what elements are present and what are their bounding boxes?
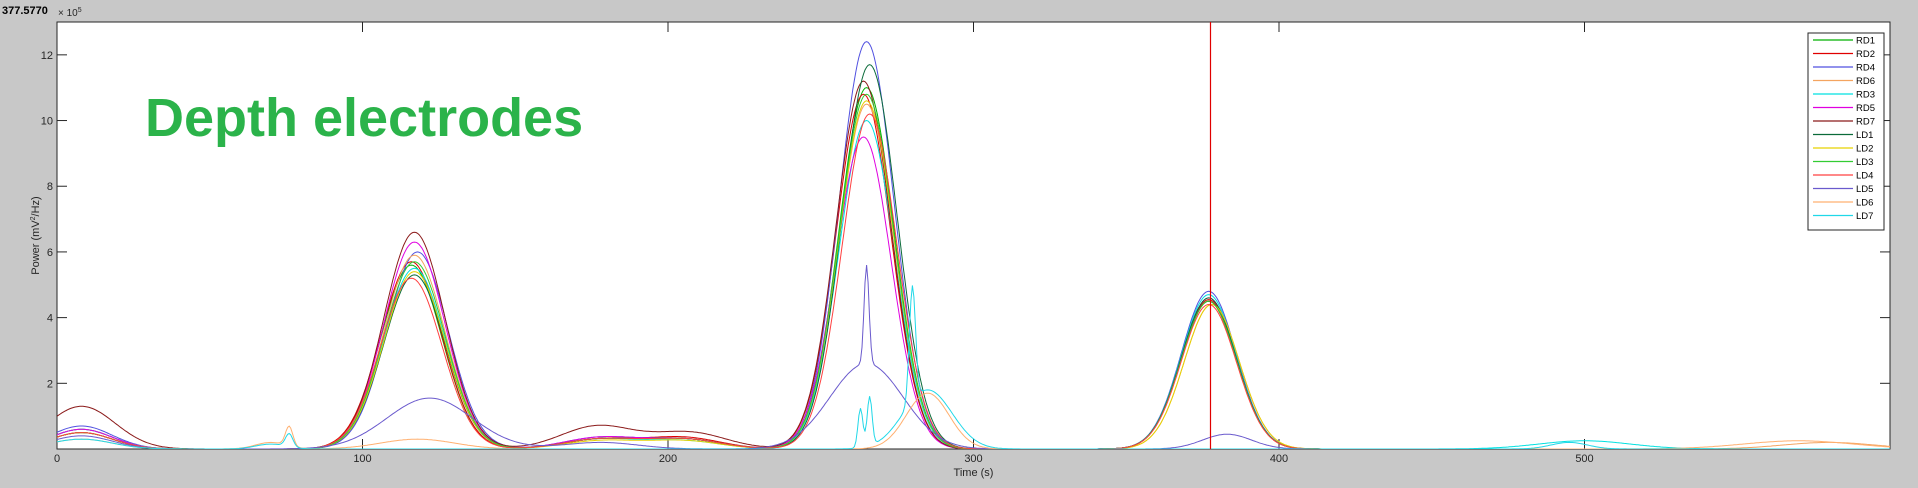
y-tick-label: 2 <box>47 378 53 390</box>
legend-label: RD7 <box>1856 117 1875 128</box>
legend-label: LD6 <box>1856 198 1873 209</box>
series-layer <box>57 41 1890 449</box>
legend-label: RD5 <box>1856 103 1875 114</box>
y-exponent-base: × 10 <box>58 8 78 19</box>
legend-label: LD5 <box>1856 184 1873 195</box>
y-axis-label: Power (mV2/Hz) <box>30 196 42 274</box>
legend-label: RD2 <box>1856 49 1875 60</box>
y-tick-label: 6 <box>47 247 53 259</box>
legend-label: LD2 <box>1856 144 1873 155</box>
x-tick-label: 100 <box>353 453 371 465</box>
y-exponent-label: × 105 <box>58 7 82 19</box>
x-tick-label: 400 <box>1270 453 1288 465</box>
cursor-readout: 377.5770 <box>2 5 48 17</box>
legend-box <box>1807 32 1885 231</box>
series-line-ld5 <box>57 265 1890 449</box>
y-tick-label: 12 <box>41 50 53 62</box>
legend-label: RD6 <box>1856 76 1875 87</box>
legend-label: RD1 <box>1856 36 1875 47</box>
series-line-ld4 <box>57 113 1890 449</box>
y-tick-label: 8 <box>47 181 53 193</box>
x-tick-label: 0 <box>54 453 60 465</box>
legend-label: RD4 <box>1856 63 1875 74</box>
legend[interactable]: RD1 RD2 RD4 RD6 RD3 RD5 RD7 LD1 LD2 LD3 LD4 LD5 LD6 L… <box>1807 32 1885 231</box>
x-axis-label: Time (s) <box>954 467 994 479</box>
y-tick-label: 4 <box>47 313 53 325</box>
x-tick-label: 500 <box>1575 453 1593 465</box>
y-axis-label-prefix: Power (mV <box>30 220 42 275</box>
legend-label: LD1 <box>1856 130 1873 141</box>
legend-label: LD7 <box>1856 211 1873 222</box>
y-axis-label-suffix: /Hz) <box>30 196 42 216</box>
axes-layer: 0 100 200 300 400 500 2 4 6 8 10 12 Time (s) Power (m… <box>30 7 1891 479</box>
series-line-ld6 <box>57 392 1890 449</box>
x-tick-label: 200 <box>659 453 677 465</box>
y-axis-label-sup: 2 <box>30 216 37 220</box>
legend-label: RD3 <box>1856 90 1875 101</box>
y-exponent-power: 5 <box>78 7 82 14</box>
plot-area[interactable] <box>57 22 1890 449</box>
x-tick-label: 300 <box>964 453 982 465</box>
legend-label: LD4 <box>1856 171 1873 182</box>
overlay-layer: Depth electrodes RD1 RD2 RD4 RD6 RD3 RD5 RD7 LD1… <box>145 22 1885 449</box>
legend-label: LD3 <box>1856 157 1873 168</box>
series-line-ld7 <box>57 285 1890 449</box>
overlay-title: Depth electrodes <box>145 88 583 148</box>
y-tick-label: 10 <box>41 116 53 128</box>
